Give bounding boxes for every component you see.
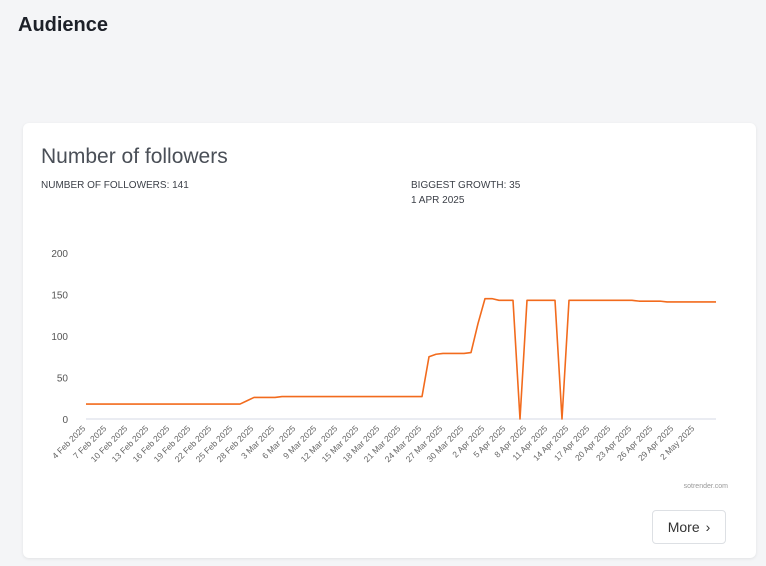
- more-button[interactable]: More ›: [652, 510, 726, 544]
- card-title: Number of followers: [41, 145, 228, 168]
- biggest-growth-date: 1 APR 2025: [411, 195, 465, 206]
- y-tick-label: 100: [51, 332, 68, 343]
- y-tick-label: 50: [57, 374, 69, 385]
- y-tick-label: 150: [51, 291, 68, 302]
- followers-count: NUMBER OF FOLLOWERS: 141: [41, 180, 189, 191]
- y-tick-label: 0: [62, 415, 68, 426]
- followers-line: [86, 297, 716, 420]
- followers-card: Number of followers NUMBER OF FOLLOWERS:…: [23, 123, 756, 558]
- chevron-right-icon: ›: [705, 519, 711, 535]
- more-label: More: [667, 519, 700, 535]
- y-tick-label: 200: [51, 249, 68, 260]
- watermark: sotrender.com: [683, 483, 728, 490]
- page-title: Audience: [18, 14, 109, 36]
- biggest-growth: BIGGEST GROWTH: 35: [411, 180, 521, 191]
